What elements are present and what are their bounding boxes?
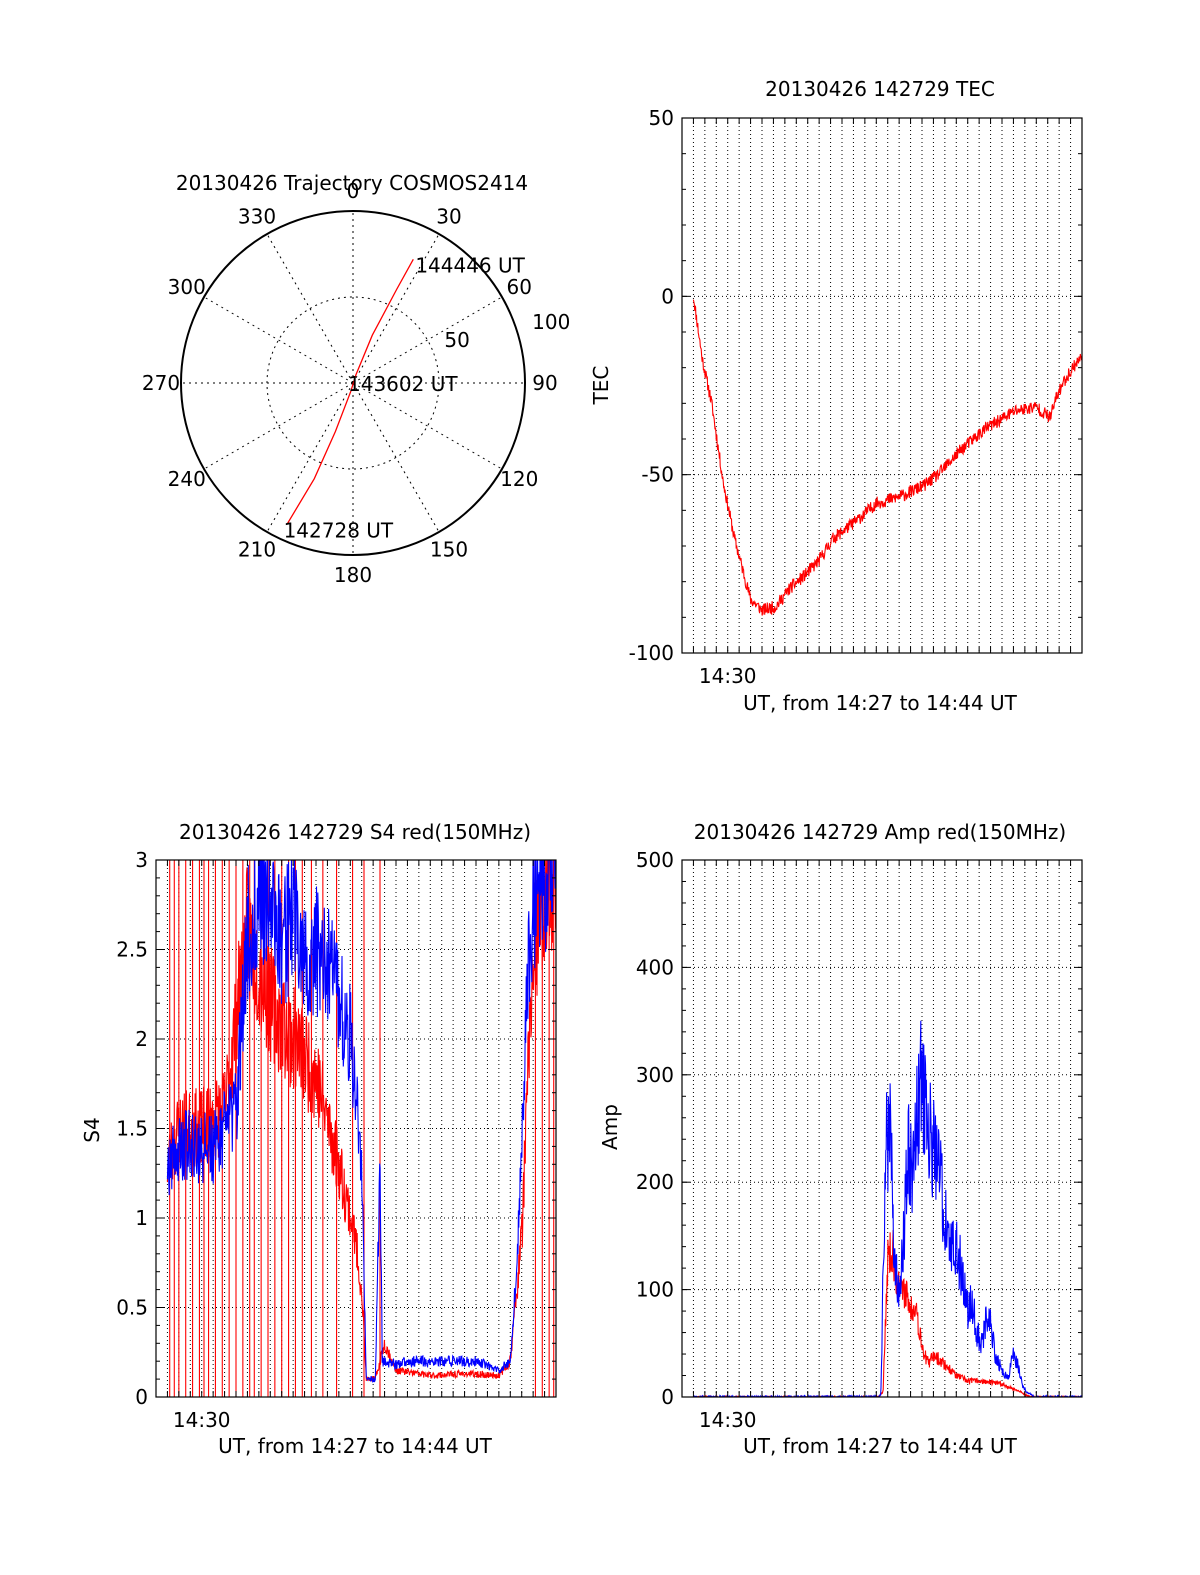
polar-angle-tick-label: 270: [142, 371, 180, 395]
series-line-red: [166, 860, 556, 1382]
polar-grid: [180, 210, 526, 556]
polar-angle-tick-label: 330: [238, 205, 276, 229]
polar-angle-tick-label: 180: [334, 563, 372, 587]
y-tick-label: 0: [661, 1385, 674, 1409]
polar-time-annotation: 144446 UT: [415, 253, 525, 277]
polar-angle-tick-label: 150: [430, 537, 468, 561]
x-tick-label: 14:30: [699, 664, 757, 688]
s4-x-axis-label: UT, from 14:27 to 14:44 UT: [218, 1434, 493, 1458]
trajectory-polar-chart: 20130426 Trajectory COSMOS2414 0 30 60 90 12…: [142, 171, 570, 587]
y-tick-label: 200: [636, 1170, 674, 1194]
polar-angle-tick-label: 300: [168, 275, 206, 299]
series-group: [692, 299, 1082, 616]
y-tick-label: 3: [135, 848, 148, 872]
s4-plot-area: 3 2.5 2 1.5 1 0.5 0 14:30: [116, 848, 557, 1432]
y-tick-label: 500: [636, 848, 674, 872]
series-group: [166, 860, 556, 1397]
polar-angle-tick-label: 210: [238, 537, 276, 561]
tec-chart-title: 20130426 142729 TEC: [765, 77, 995, 101]
y-tick-label: 2: [135, 1027, 148, 1051]
polar-angle-tick-label: 240: [168, 467, 206, 491]
polar-radial-tick-label: 100: [532, 310, 570, 334]
tec-plot-area: 50 0 -50 -100 14:30: [629, 106, 1083, 688]
polar-angle-tick-label: 60: [507, 275, 532, 299]
polar-radial-tick-label: 50: [444, 328, 469, 352]
y-tick-label: -50: [641, 463, 674, 487]
polar-spoke: [266, 382, 354, 533]
polar-angle-tick-label: 120: [500, 467, 538, 491]
s4-y-axis-label: S4: [80, 1117, 104, 1142]
polar-trajectory-line: [287, 258, 414, 524]
amp-chart: 20130426 142729 Amp red(150MHz) UT, from…: [598, 820, 1083, 1458]
polar-angle-tick-label: 90: [532, 371, 557, 395]
y-tick-label: 0.5: [116, 1296, 148, 1320]
y-tick-label: 100: [636, 1278, 674, 1302]
y-tick-label: 300: [636, 1063, 674, 1087]
polar-spoke: [203, 382, 354, 470]
s4-chart-title: 20130426 142729 S4 red(150MHz): [179, 820, 531, 844]
series-line-red: [692, 299, 1082, 616]
tec-y-axis-label: TEC: [589, 366, 613, 406]
polar-spoke: [266, 233, 354, 384]
polar-angle-tick-label: 0: [347, 179, 360, 203]
y-tick-label: 400: [636, 955, 674, 979]
amp-plot-area: 500 400 300 200 100 0 14:30: [636, 848, 1083, 1432]
polar-spoke: [203, 296, 354, 384]
series-line-blue: [166, 860, 556, 1384]
series-group: [692, 1020, 1082, 1397]
polar-angle-tick-labels: 0 30 60 90 120 150 180 210 240 270 300 330: [142, 179, 558, 587]
y-tick-label: 0: [135, 1385, 148, 1409]
polar-annotations: 144446 UT 143602 UT 142728 UT: [284, 253, 526, 542]
series-line-blue: [692, 1020, 1082, 1397]
y-tick-label: 2.5: [116, 938, 148, 962]
polar-time-annotation: 143602 UT: [348, 372, 458, 396]
polar-spoke: [352, 382, 440, 533]
polar-angle-tick-label: 30: [436, 205, 461, 229]
polar-outer-circle: [180, 210, 526, 556]
polar-spoke: [352, 233, 440, 384]
y-tick-label: 0: [661, 284, 674, 308]
tec-chart: 20130426 142729 TEC UT, from 14:27 to 14…: [589, 77, 1083, 715]
polar-spoke: [352, 296, 503, 384]
y-tick-label: -100: [629, 641, 674, 665]
plot-frame: [681, 117, 1083, 654]
polar-chart-title: 20130426 Trajectory COSMOS2414: [176, 171, 528, 195]
x-tick-label: 14:30: [699, 1408, 757, 1432]
polar-series: [287, 258, 414, 524]
polar-radial-tick-labels: 50 100: [444, 310, 570, 352]
y-tick-label: 1: [135, 1206, 148, 1230]
s4-chart: 20130426 142729 S4 red(150MHz) UT, from …: [80, 820, 557, 1458]
x-tick-label: 14:30: [173, 1408, 231, 1432]
tec-x-axis-label: UT, from 14:27 to 14:44 UT: [743, 691, 1018, 715]
amp-chart-title: 20130426 142729 Amp red(150MHz): [694, 820, 1066, 844]
polar-time-annotation: 142728 UT: [284, 518, 394, 542]
series-line-red: [693, 1230, 1082, 1397]
amp-x-axis-label: UT, from 14:27 to 14:44 UT: [743, 1434, 1018, 1458]
plot-frame: [681, 859, 1083, 1398]
y-tick-label: 1.5: [116, 1117, 148, 1141]
amp-y-axis-label: Amp: [598, 1104, 622, 1150]
polar-spoke: [352, 382, 503, 470]
y-tick-label: 50: [649, 106, 674, 130]
